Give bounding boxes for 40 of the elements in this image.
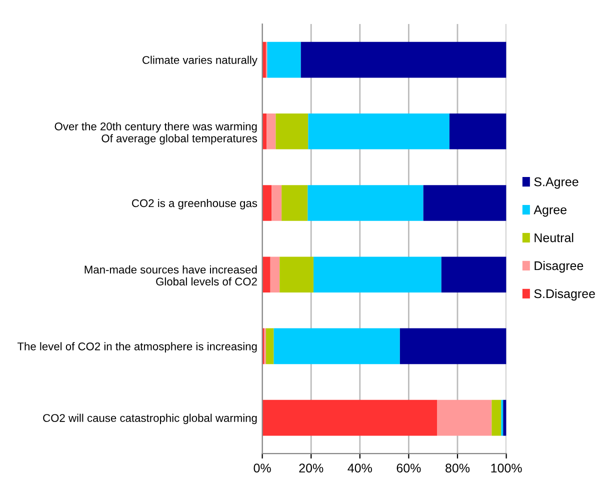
bar [276,114,308,150]
y-tick-label: Climate varies naturally [142,56,258,66]
bar [280,256,314,292]
x-tick-label: 0% [254,464,271,473]
bar [492,400,502,436]
bar [282,185,308,221]
y-tick-label: Man-made sources have increased Global levels of CO2 [84,265,257,286]
x-tick-label: 20% [299,464,324,473]
y-tick-label: CO2 will cause catastrophic global warming [43,414,257,424]
x-tick-label: 40% [348,464,372,473]
bar [262,400,438,436]
legend-label: Neutral [534,233,574,242]
bar [262,185,272,221]
legend-label: Agree [534,205,566,217]
bar [449,114,506,150]
bar [300,42,506,78]
bar [267,42,301,78]
bar [423,185,506,221]
bar [441,256,506,292]
legend-label: S.Disagree [534,288,595,301]
x-tick-label: 100% [491,464,522,473]
bar [270,256,280,292]
bar [503,400,506,436]
bar [262,256,270,292]
bar [400,328,506,364]
bar [266,114,276,150]
legend-label: S.Agree [534,177,578,189]
bar [274,328,400,364]
y-tick-label: Over the 20th century there was warming Of average global temperatures [54,122,258,145]
x-tick-label: 60% [396,464,421,473]
bar [308,185,424,221]
bar [272,185,282,221]
y-tick-label: The level of CO2 in the atmosphere is increasing [17,342,257,353]
y-tick-label: CO2 is a greenhouse gas [132,198,258,210]
bar [314,256,442,292]
x-tick-label: 80% [446,464,470,473]
bar [308,114,450,150]
bar [266,328,274,364]
bar [437,400,492,436]
legend-label: Disagree [534,260,584,273]
